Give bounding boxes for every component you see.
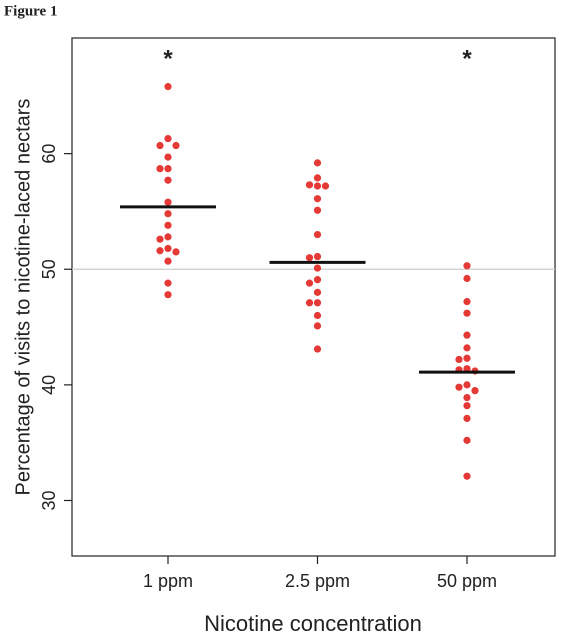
data-point: [164, 221, 172, 229]
data-point: [156, 235, 164, 243]
data-point: [164, 82, 172, 91]
data-point: [164, 153, 172, 161]
data-point: [313, 345, 322, 353]
x-tick-label: 1 ppm: [143, 571, 193, 591]
data-point: [455, 383, 463, 391]
data-point: [471, 387, 479, 395]
data-point: [463, 309, 471, 317]
data-point: [164, 233, 172, 241]
data-point: [313, 288, 322, 296]
data-point: [156, 247, 164, 255]
data-point: [313, 159, 322, 167]
data-point: [313, 252, 322, 261]
significance-marker: *: [163, 45, 173, 72]
x-axis-label: Nicotine concentration: [204, 611, 422, 636]
data-point: [164, 134, 172, 143]
data-point: [463, 365, 471, 373]
data-point: [463, 393, 471, 402]
data-point: [164, 165, 172, 173]
data-point: [313, 230, 322, 239]
data-point: [156, 141, 164, 150]
data-point: [313, 206, 322, 214]
data-point: [321, 182, 330, 190]
data-point: [164, 198, 172, 206]
data-point: [305, 181, 314, 189]
data-point: [463, 436, 471, 444]
y-axis-label: Percentage of visits to nicotine-laced n…: [12, 99, 34, 496]
data-point: [305, 279, 314, 287]
data-point: [164, 244, 172, 253]
data-point: [463, 414, 471, 423]
data-point: [164, 279, 172, 287]
data-point: [156, 165, 164, 173]
data-point: [313, 276, 322, 284]
data-point: [164, 257, 172, 265]
x-tick-label: 2.5 ppm: [285, 571, 350, 591]
data-point: [463, 262, 471, 270]
data-point: [313, 299, 322, 307]
data-point: [313, 322, 322, 330]
plot-frame: [71, 37, 556, 557]
data-point: [172, 248, 180, 256]
y-tick-label: 60: [39, 144, 59, 164]
data-point: [463, 402, 471, 410]
y-tick-label: 30: [39, 490, 59, 510]
data-point: [455, 355, 463, 364]
y-tick-label: 50: [39, 259, 59, 279]
data-point: [313, 264, 322, 272]
data-point: [463, 344, 471, 352]
data-point: [313, 182, 322, 190]
x-tick-label: 50 ppm: [437, 571, 497, 591]
data-point: [463, 274, 471, 283]
data-point: [463, 381, 471, 389]
y-tick-label: 40: [39, 375, 59, 395]
data-point: [172, 141, 180, 150]
data-point: [313, 311, 322, 320]
data-point: [305, 254, 314, 262]
data-point: [313, 174, 322, 182]
data-point: [305, 299, 314, 307]
figure-label: Figure 1: [4, 3, 57, 19]
data-point: [463, 331, 471, 339]
data-point: [313, 195, 322, 203]
data-point: [463, 354, 471, 362]
data-point: [463, 472, 471, 480]
data-point: [463, 298, 471, 306]
data-point: [164, 291, 172, 299]
data-point: [164, 210, 172, 218]
significance-marker: *: [462, 45, 472, 72]
data-point: [164, 176, 172, 184]
